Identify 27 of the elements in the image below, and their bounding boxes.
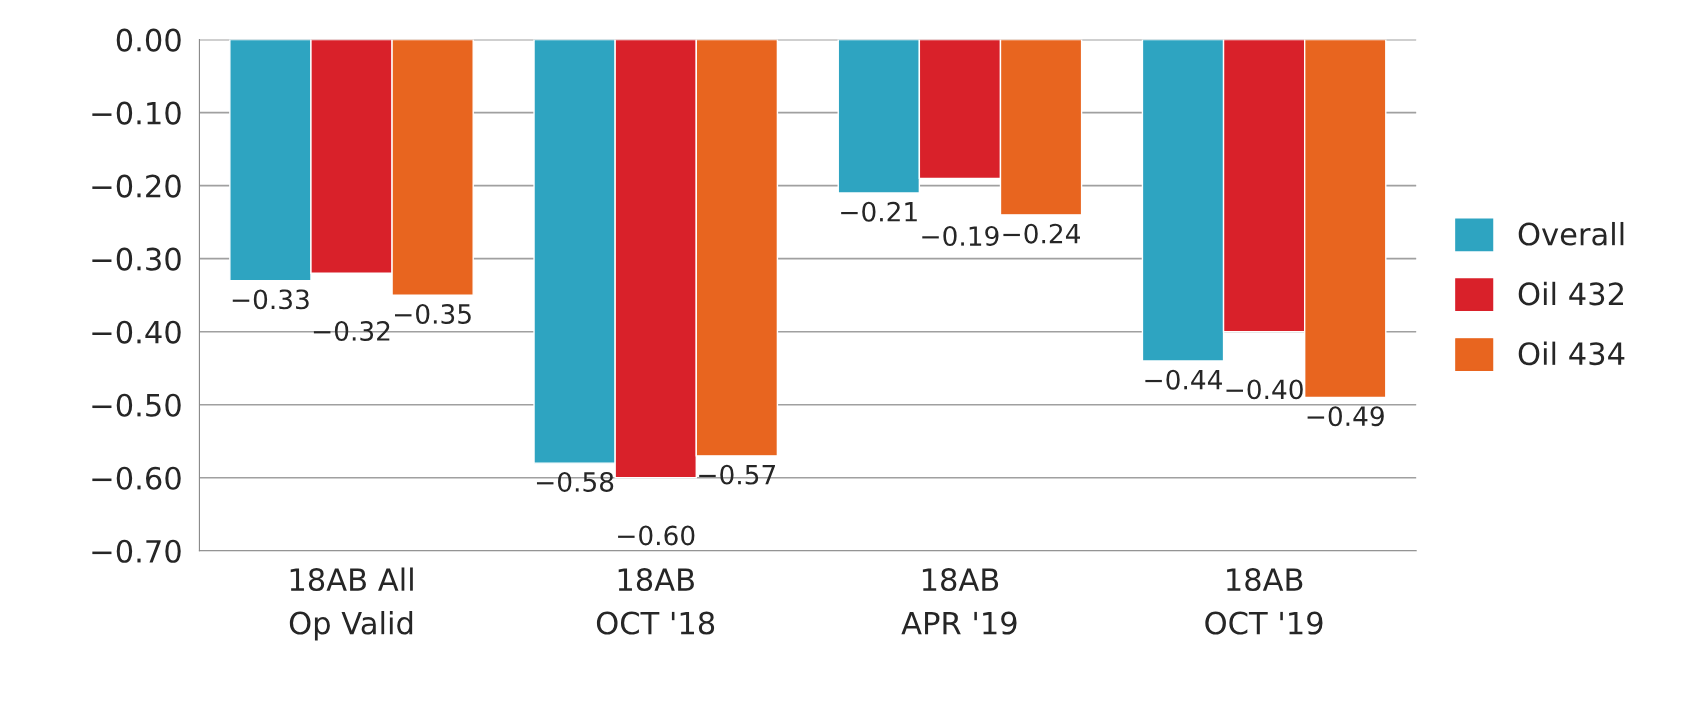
x-tick-label: 18AB APR '19 <box>901 568 1017 635</box>
legend-label: Oil 432 <box>1518 281 1623 306</box>
data-label: −0.32 <box>313 320 390 341</box>
data-label: −0.60 <box>618 525 695 546</box>
y-tick-label: −0.10 <box>92 101 181 125</box>
y-tick-label: −0.70 <box>92 539 181 563</box>
data-label: −0.33 <box>232 289 309 310</box>
y-tick-label: −0.50 <box>92 393 181 417</box>
data-label: −0.40 <box>1226 379 1303 400</box>
y-tick-label: −0.60 <box>92 466 181 490</box>
data-label: −0.24 <box>1003 223 1080 244</box>
legend-label: Overall <box>1518 221 1624 246</box>
data-label: −0.49 <box>1307 406 1384 427</box>
data-label: −0.57 <box>699 464 776 485</box>
data-label: −0.58 <box>536 471 614 492</box>
x-tick-label: 18AB OCT '18 <box>596 568 715 635</box>
data-label: −0.35 <box>395 304 471 324</box>
legend-label: Oil 434 <box>1518 341 1625 366</box>
y-tick-label: −0.30 <box>92 247 181 271</box>
data-label: −0.44 <box>1145 369 1222 390</box>
y-tick-label: −0.20 <box>92 174 181 198</box>
y-tick-label: 0.00 <box>116 28 181 52</box>
x-tick-label: 18AB OCT '19 <box>1205 568 1323 635</box>
y-tick-label: −0.40 <box>92 320 181 344</box>
x-tick-label: 18AB All Op Valid <box>289 567 413 641</box>
data-label: −0.19 <box>922 226 999 246</box>
data-label: −0.21 <box>841 201 917 222</box>
